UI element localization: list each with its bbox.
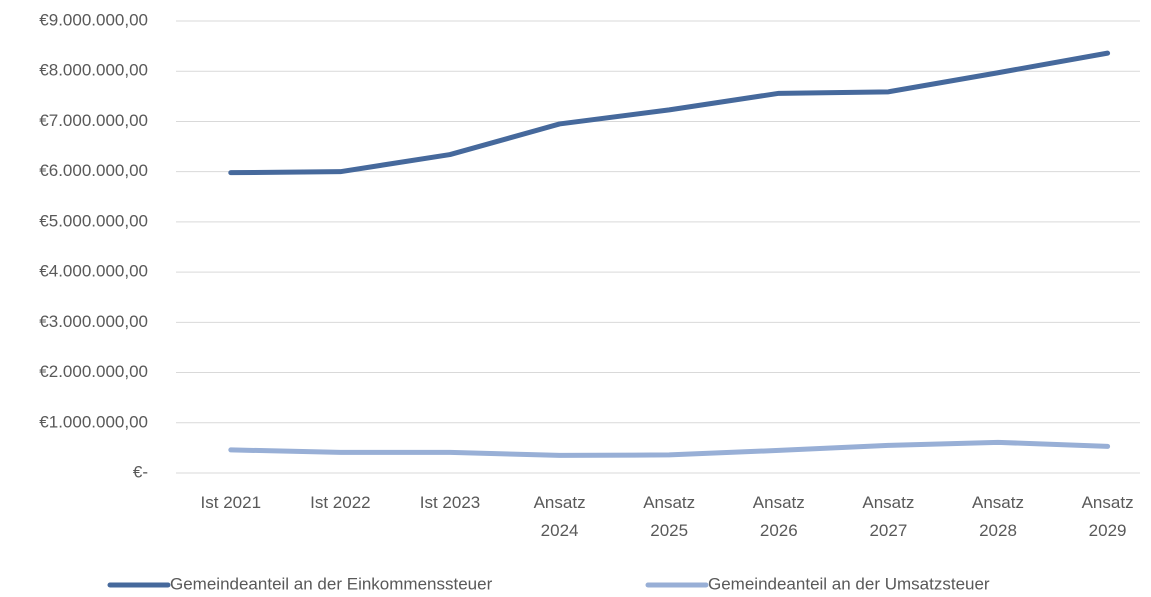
- y-tick-label: €7.000.000,00: [39, 111, 148, 130]
- y-tick-label: €8.000.000,00: [39, 61, 148, 80]
- series-line: [228, 439, 1111, 458]
- y-tick-label: €3.000.000,00: [39, 312, 148, 331]
- legend-label: Gemeindeanteil an der Einkommenssteuer: [170, 574, 493, 593]
- x-tick-label: Ansatz 2025: [643, 493, 696, 540]
- y-tick-label: €5.000.000,00: [39, 211, 148, 230]
- y-tick-label: €9.000.000,00: [39, 10, 148, 29]
- y-tick-label: €6.000.000,00: [39, 161, 148, 180]
- y-tick-label: €4.000.000,00: [39, 262, 148, 281]
- x-tick-label: Ansatz 2027: [862, 493, 915, 540]
- x-tick-label: Ansatz 2029: [1081, 493, 1134, 540]
- x-tick-label: Ist 2022: [310, 493, 371, 512]
- x-tick-label: Ist 2023: [419, 493, 481, 512]
- series-line: [228, 50, 1111, 176]
- x-tick-label: Ist 2021: [200, 493, 262, 512]
- y-tick-label: €2.000.000,00: [39, 362, 148, 381]
- x-tick-label: Ansatz 2024: [533, 493, 586, 540]
- y-tick-label: €-: [133, 462, 148, 481]
- x-tick-label: Ansatz 2026: [752, 493, 805, 540]
- y-tick-label: €1.000.000,00: [39, 412, 148, 431]
- legend-label: Gemeindeanteil an der Umsatzsteuer: [708, 574, 990, 593]
- x-tick-label: Ansatz 2028: [972, 493, 1024, 540]
